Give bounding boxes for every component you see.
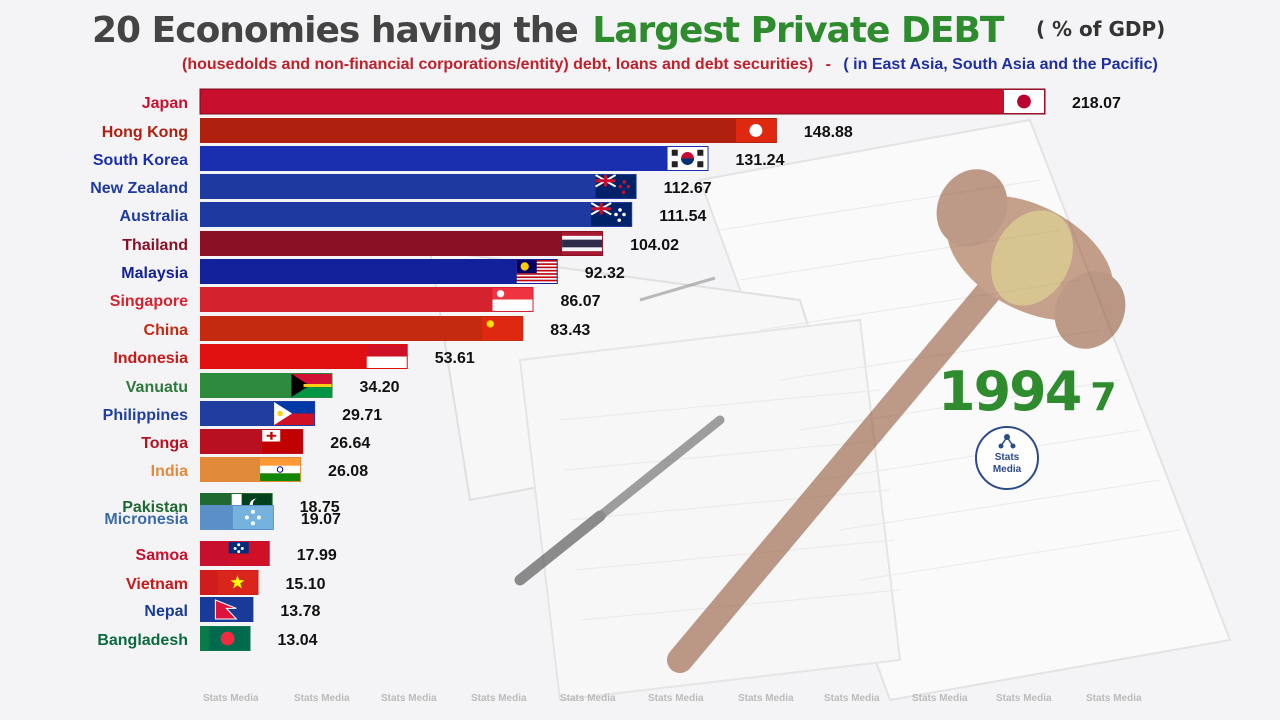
subtitle-separator: - bbox=[825, 56, 831, 73]
value-label-india: 26.08 bbox=[328, 463, 368, 480]
category-label-micronesia: Micronesia bbox=[104, 511, 188, 528]
category-label-india: India bbox=[151, 463, 188, 480]
category-label-japan: Japan bbox=[142, 95, 188, 112]
subtitle-right: ( in East Asia, South Asia and the Pacif… bbox=[843, 56, 1158, 73]
value-label-vanuatu: 34.20 bbox=[360, 379, 400, 396]
watermark-text: Stats Media bbox=[996, 693, 1052, 704]
category-label-malaysia: Malaysia bbox=[121, 265, 188, 282]
category-label-samoa: Samoa bbox=[136, 547, 189, 564]
vietnam-flag-icon bbox=[217, 571, 258, 594]
singapore-flag-icon bbox=[492, 288, 533, 311]
value-label-south-korea: 131.24 bbox=[736, 152, 785, 169]
bar-japan bbox=[199, 88, 1046, 115]
value-label-new-zealand: 112.67 bbox=[664, 180, 712, 197]
value-label-pakistan: 18.75 bbox=[300, 499, 340, 516]
value-label-nepal: 13.78 bbox=[280, 603, 320, 620]
south-korea-flag-icon bbox=[667, 147, 708, 170]
category-label-pakistan: Pakistan bbox=[122, 499, 188, 516]
subtitle: (housedolds and non-financial corporatio… bbox=[182, 56, 1158, 74]
stats-media-logo: Stats Media bbox=[975, 426, 1039, 490]
category-label-philippines: Philippines bbox=[103, 407, 188, 424]
value-label-china: 83.43 bbox=[550, 322, 590, 339]
philippines-flag-icon bbox=[274, 402, 315, 425]
year-value: 1994 bbox=[938, 360, 1082, 423]
watermark-text: Stats Media bbox=[738, 693, 794, 704]
watermark-text: Stats Media bbox=[560, 693, 616, 704]
watermark-text: Stats Media bbox=[294, 693, 350, 704]
watermark-text: Stats Media bbox=[471, 693, 527, 704]
value-label-singapore: 86.07 bbox=[561, 293, 601, 310]
new-zealand-flag-icon bbox=[595, 174, 636, 198]
network-icon bbox=[998, 434, 1016, 449]
title: 20 Economies having the Largest Private … bbox=[92, 10, 1165, 51]
category-label-bangladesh: Bangladesh bbox=[97, 632, 188, 649]
value-label-vietnam: 15.10 bbox=[286, 576, 326, 593]
logo-line-2: Media bbox=[992, 464, 1022, 475]
value-label-thailand: 104.02 bbox=[630, 237, 679, 254]
category-label-vietnam: Vietnam bbox=[126, 576, 188, 593]
bangladesh-flag-icon bbox=[209, 627, 250, 650]
watermark-text: Stats Media bbox=[381, 693, 437, 704]
year-subvalue: 7 bbox=[1090, 375, 1117, 419]
title-unit: ( % of GDP) bbox=[1035, 17, 1166, 41]
category-label-south-korea: South Korea bbox=[93, 152, 188, 169]
category-label-hong-kong: Hong Kong bbox=[102, 124, 188, 141]
value-label-australia: 111.54 bbox=[659, 208, 706, 225]
bar-australia bbox=[200, 202, 633, 227]
category-label-thailand: Thailand bbox=[122, 237, 188, 254]
category-label-nepal: Nepal bbox=[144, 603, 188, 620]
year-counter: 1994 7 bbox=[938, 360, 1117, 423]
bar-singapore bbox=[200, 287, 534, 312]
watermark-text: Stats Media bbox=[203, 693, 259, 704]
bar-hong-kong bbox=[200, 118, 777, 143]
watermark-text: Stats Media bbox=[1086, 693, 1142, 704]
india-flag-icon bbox=[260, 458, 301, 481]
bar-china bbox=[200, 316, 524, 341]
vanuatu-flag-icon bbox=[291, 374, 332, 397]
watermark-text: Stats Media bbox=[824, 693, 880, 704]
bar-south-korea bbox=[200, 146, 709, 171]
indonesia-flag-icon bbox=[366, 345, 407, 368]
watermark-text: Stats Media bbox=[648, 693, 704, 704]
value-label-tonga: 26.64 bbox=[330, 435, 370, 452]
thailand-flag-icon bbox=[562, 232, 603, 255]
title-main: 20 Economies having the bbox=[92, 10, 579, 51]
category-label-indonesia: Indonesia bbox=[113, 350, 188, 367]
value-label-indonesia: 53.61 bbox=[435, 350, 475, 367]
title-accent: Largest Private DEBT bbox=[592, 10, 1004, 51]
tonga-flag-icon bbox=[262, 430, 303, 453]
malaysia-flag-icon bbox=[516, 260, 557, 283]
subtitle-left: (housedolds and non-financial corporatio… bbox=[182, 56, 814, 73]
bar-thailand bbox=[200, 231, 604, 256]
bar-malaysia bbox=[200, 259, 558, 284]
china-flag-icon bbox=[482, 317, 523, 340]
bar-new-zealand bbox=[200, 174, 637, 199]
category-label-australia: Australia bbox=[120, 208, 189, 225]
samoa-flag-icon bbox=[228, 542, 269, 565]
category-label-china: China bbox=[144, 322, 189, 339]
value-label-japan: 218.07 bbox=[1072, 95, 1121, 112]
nepal-flag-icon bbox=[212, 598, 253, 621]
value-label-hong-kong: 148.88 bbox=[804, 124, 853, 141]
value-label-samoa: 17.99 bbox=[297, 547, 337, 564]
category-label-vanuatu: Vanuatu bbox=[126, 379, 188, 396]
category-label-tonga: Tonga bbox=[141, 435, 188, 452]
japan-flag-icon bbox=[1004, 90, 1044, 113]
value-label-philippines: 29.71 bbox=[342, 407, 382, 424]
hong-kong-flag-icon bbox=[735, 119, 776, 142]
australia-flag-icon bbox=[590, 202, 632, 226]
value-label-malaysia: 92.32 bbox=[585, 265, 625, 282]
category-label-singapore: Singapore bbox=[110, 293, 188, 310]
value-label-micronesia: 19.07 bbox=[301, 511, 341, 528]
micronesia-flag-icon bbox=[232, 506, 273, 529]
value-label-bangladesh: 13.04 bbox=[278, 632, 318, 649]
logo-line-1: Stats bbox=[994, 452, 1020, 463]
category-label-new-zealand: New Zealand bbox=[90, 180, 188, 197]
watermark-text: Stats Media bbox=[912, 693, 968, 704]
